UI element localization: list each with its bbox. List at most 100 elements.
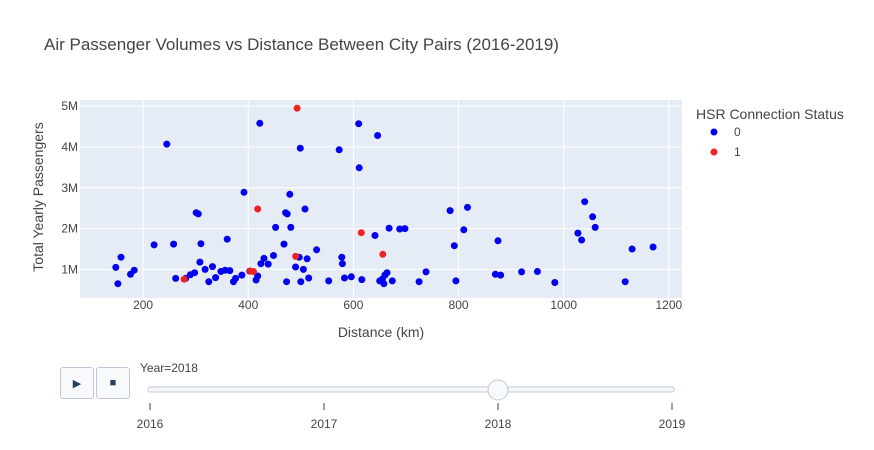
data-point-series-0[interactable] [280,240,288,248]
data-point-series-0[interactable] [446,207,454,215]
data-point-series-0[interactable] [518,268,526,276]
data-points [112,104,657,288]
slider-handle[interactable] [487,379,509,401]
stop-button[interactable]: ■ [96,367,130,399]
data-point-series-0[interactable] [283,210,291,218]
data-point-series-0[interactable] [201,265,209,273]
data-point-series-0[interactable] [257,260,265,268]
data-point-series-0[interactable] [130,266,138,274]
data-point-series-0[interactable] [388,277,396,285]
data-point-series-0[interactable] [117,253,125,261]
data-point-series-1[interactable] [180,275,188,283]
slider-rail[interactable] [147,386,675,393]
data-point-series-1[interactable] [254,205,262,213]
data-point-series-0[interactable] [385,224,393,232]
data-point-series-0[interactable] [464,203,471,211]
data-point-series-0[interactable] [338,253,346,261]
data-point-series-0[interactable] [212,274,220,282]
slider-tick-label: 2019 [659,417,686,431]
data-point-series-0[interactable] [497,271,505,279]
data-point-series-0[interactable] [422,268,430,276]
data-point-series-0[interactable] [335,146,343,154]
data-point-series-0[interactable] [223,235,231,243]
data-point-series-0[interactable] [551,279,559,286]
data-point-series-0[interactable] [355,120,363,128]
data-point-series-0[interactable] [581,198,589,206]
data-point-series-0[interactable] [401,225,409,233]
data-point-series-0[interactable] [150,241,158,249]
data-point-series-0[interactable] [272,223,280,231]
data-point-series-0[interactable] [226,267,234,275]
play-button[interactable]: ▶ [60,367,94,399]
data-point-series-0[interactable] [383,269,391,277]
data-point-series-0[interactable] [194,210,202,218]
x-axis-title: Distance (km) [338,324,424,340]
data-point-series-0[interactable] [341,274,348,282]
data-point-series-0[interactable] [170,240,178,248]
data-point-series-0[interactable] [649,243,657,251]
data-point-series-0[interactable] [292,263,300,271]
data-point-series-0[interactable] [283,278,291,286]
data-point-series-0[interactable] [114,280,122,288]
data-point-series-1[interactable] [292,252,300,260]
data-point-series-0[interactable] [299,265,307,273]
slider-ticks: 2016 2017 2018 2019 [137,403,686,431]
data-point-series-0[interactable] [313,246,321,254]
data-point-series-0[interactable] [301,205,309,213]
data-point-series-0[interactable] [112,263,120,271]
data-point-series-1[interactable] [357,229,365,237]
data-point-series-0[interactable] [297,278,305,286]
data-point-series-0[interactable] [358,276,366,284]
data-point-series-0[interactable] [256,119,264,127]
slider-tick-label: 2016 [137,417,164,431]
data-point-series-0[interactable] [380,280,388,288]
data-point-series-0[interactable] [325,277,333,285]
data-point-series-0[interactable] [574,229,582,237]
data-point-series-0[interactable] [172,274,180,282]
data-point-series-0[interactable] [415,278,423,286]
data-point-series-0[interactable] [305,274,313,282]
data-point-series-0[interactable] [260,254,268,262]
data-point-series-0[interactable] [209,263,216,271]
data-point-series-0[interactable] [396,225,404,233]
data-point-series-0[interactable] [238,271,246,279]
data-point-series-0[interactable] [589,213,597,221]
data-point-series-0[interactable] [347,273,355,281]
data-point-series-0[interactable] [197,240,205,248]
data-point-series-1[interactable] [250,268,257,275]
data-point-series-0[interactable] [287,223,295,231]
data-point-series-0[interactable] [591,223,599,231]
data-point-series-0[interactable] [286,190,294,198]
legend-item-1[interactable]: 1 [710,145,742,159]
data-point-series-0[interactable] [578,236,586,244]
data-point-series-0[interactable] [296,144,304,152]
data-point-series-0[interactable] [355,164,363,172]
data-point-series-0[interactable] [240,188,248,196]
data-point-series-0[interactable] [270,252,277,259]
data-point-series-0[interactable] [163,140,171,148]
data-point-series-0[interactable] [232,274,240,282]
data-point-series-0[interactable] [460,226,468,234]
data-point-series-0[interactable] [264,260,272,268]
x-tick-label: 1000 [550,298,577,312]
data-point-series-0[interactable] [196,258,204,266]
data-point-series-0[interactable] [533,268,541,275]
data-point-series-1[interactable] [379,250,387,258]
data-point-series-0[interactable] [338,260,346,268]
year-slider[interactable]: 2016 2017 2018 2019 [137,379,686,431]
data-point-series-0[interactable] [450,242,458,250]
data-point-series-0[interactable] [371,232,379,239]
data-point-series-0[interactable] [452,277,460,285]
data-point-series-0[interactable] [254,272,262,280]
data-point-series-1[interactable] [293,104,301,112]
data-point-series-0[interactable] [205,278,213,286]
legend-item-0[interactable]: 0 [710,125,742,139]
data-point-series-0[interactable] [374,132,382,139]
data-point-series-0[interactable] [491,270,499,278]
y-tick-label: 1M [61,262,78,276]
data-point-series-0[interactable] [303,255,311,263]
data-point-series-0[interactable] [621,278,629,286]
data-point-series-0[interactable] [191,269,199,277]
data-point-series-0[interactable] [494,237,502,245]
data-point-series-0[interactable] [628,245,636,253]
